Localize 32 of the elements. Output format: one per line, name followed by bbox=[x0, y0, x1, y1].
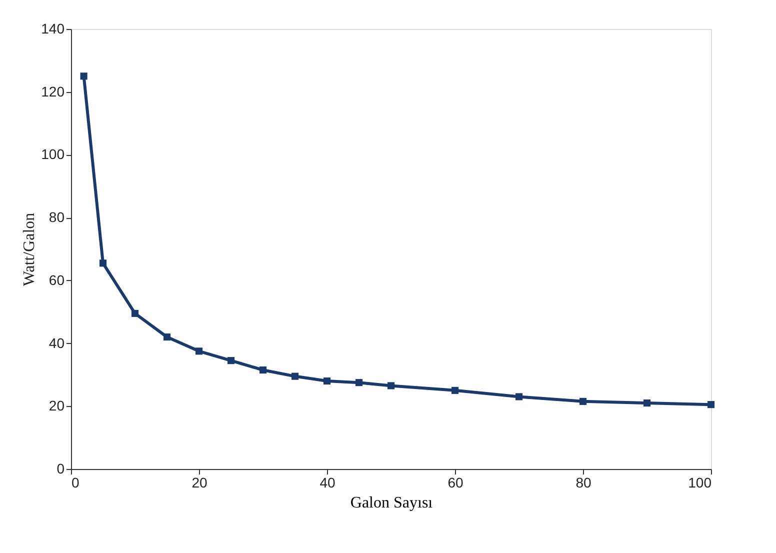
point bbox=[515, 393, 523, 400]
y-tick-label: 80 bbox=[48, 209, 65, 226]
x-tick-label: 60 bbox=[448, 474, 464, 490]
point bbox=[99, 260, 107, 267]
point bbox=[451, 386, 459, 394]
point bbox=[579, 398, 587, 405]
point bbox=[80, 72, 88, 80]
point bbox=[387, 382, 395, 390]
point bbox=[259, 366, 267, 374]
x-tick-label: 20 bbox=[192, 474, 208, 490]
point bbox=[707, 401, 715, 408]
point bbox=[227, 357, 235, 364]
point bbox=[163, 333, 171, 341]
point bbox=[355, 379, 363, 386]
x-tick-label: 80 bbox=[576, 474, 592, 490]
y-tick-label: 40 bbox=[48, 334, 65, 351]
x-axis-title: Galon Sayısı bbox=[350, 494, 434, 512]
y-tick-label: 0 bbox=[56, 460, 65, 476]
x-tick-label: 40 bbox=[320, 474, 336, 490]
point bbox=[131, 310, 139, 317]
x-tick-label: 100 bbox=[688, 474, 712, 490]
point bbox=[195, 348, 203, 355]
y-axis-title: Watt/Galon bbox=[21, 212, 38, 286]
y-tick-label: 20 bbox=[48, 398, 65, 414]
y-tick-label: 100 bbox=[41, 146, 65, 162]
point bbox=[291, 372, 299, 380]
point bbox=[323, 377, 331, 385]
y-tick-label: 140 bbox=[41, 20, 65, 36]
y-tick-label: 120 bbox=[41, 83, 65, 100]
point bbox=[643, 399, 651, 407]
x-tick-label: 0 bbox=[72, 474, 80, 490]
y-tick-label: 60 bbox=[48, 272, 65, 288]
